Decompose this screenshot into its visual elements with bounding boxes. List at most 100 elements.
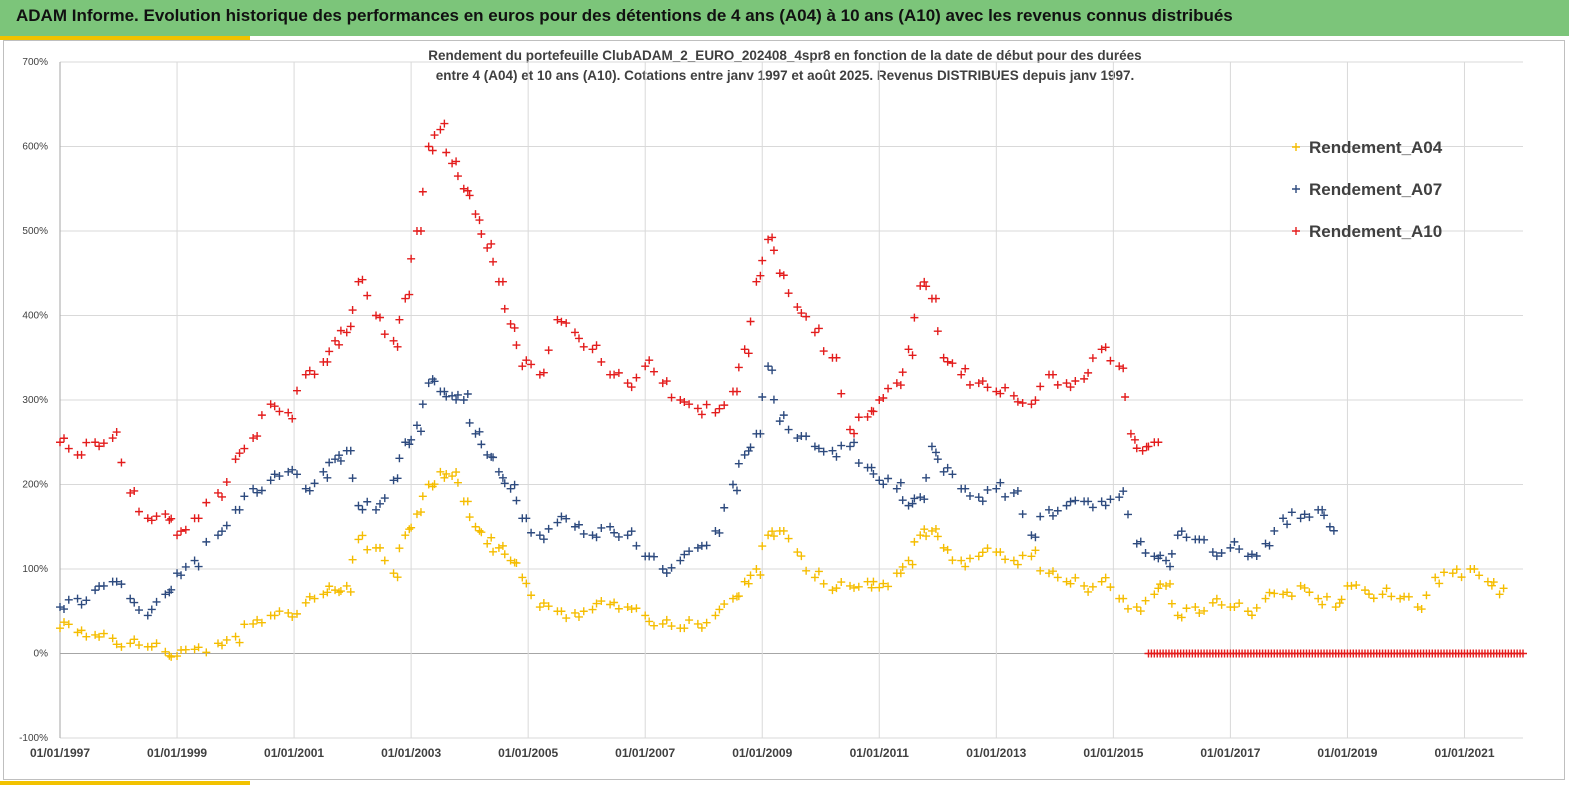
data-point [222, 635, 231, 644]
y-tick-label: 700% [22, 57, 48, 68]
data-point [535, 531, 544, 540]
x-tick-label: 01/01/2005 [498, 746, 558, 760]
data-point [539, 599, 548, 608]
data-point [939, 467, 948, 476]
data-point [610, 598, 619, 607]
data-point [143, 514, 152, 523]
data-point [407, 523, 416, 532]
x-tick-label: 01/01/2011 [850, 746, 910, 760]
data-point [1378, 590, 1387, 599]
data-point [892, 379, 901, 388]
data-point [1013, 397, 1022, 406]
data-point [1475, 571, 1484, 580]
data-point [412, 421, 421, 430]
data-point [1322, 592, 1331, 601]
data-point [335, 451, 344, 460]
data-point [73, 594, 82, 603]
x-tick-label: 01/01/2017 [1200, 746, 1260, 760]
data-point [1487, 581, 1496, 590]
data-point [416, 427, 425, 436]
data-point [1489, 578, 1498, 587]
data-point [943, 545, 952, 554]
data-point [135, 641, 144, 650]
data-point [570, 328, 579, 337]
data-point [1318, 505, 1327, 514]
data-point [152, 512, 161, 521]
x-tick-label: 01/01/2007 [615, 746, 675, 760]
x-tick-label: 01/01/1997 [30, 746, 90, 760]
data-point [758, 256, 767, 265]
data-point [1173, 611, 1182, 620]
data-point [769, 246, 778, 255]
data-point [623, 603, 632, 612]
data-point [557, 512, 566, 521]
data-point [167, 514, 176, 523]
data-point [1123, 510, 1132, 519]
data-point [992, 484, 1001, 493]
data-point [649, 552, 658, 561]
data-point [117, 458, 126, 467]
data-point [152, 597, 161, 606]
data-point [1270, 526, 1279, 535]
data-point [734, 459, 743, 468]
data-point [323, 357, 332, 366]
data-point [527, 591, 536, 600]
data-point [1031, 396, 1040, 405]
data-point [850, 438, 859, 447]
data-point [348, 306, 357, 315]
data-point [336, 456, 345, 465]
data-point [1119, 594, 1128, 603]
data-point [1318, 600, 1327, 609]
data-point [1195, 609, 1204, 618]
data-point [99, 629, 108, 638]
data-point [401, 294, 410, 303]
data-point [904, 556, 913, 565]
data-point [91, 630, 100, 639]
data-point [305, 486, 314, 495]
data-point [389, 476, 398, 485]
data-point [837, 389, 846, 398]
data-point [56, 603, 64, 612]
data-point [978, 548, 987, 557]
data-point [489, 547, 498, 556]
data-point [64, 620, 73, 629]
data-point [194, 643, 203, 652]
data-point [720, 600, 729, 609]
data-point [734, 363, 743, 372]
data-point [920, 277, 929, 286]
data-point [301, 484, 310, 493]
data-point [1352, 581, 1361, 590]
data-point [77, 450, 86, 459]
data-point [1347, 581, 1356, 590]
data-point [1270, 589, 1279, 598]
data-point [1084, 587, 1093, 596]
data-point [943, 463, 952, 472]
data-point [452, 468, 461, 477]
data-point [931, 448, 940, 457]
data-point [592, 599, 601, 608]
data-point [814, 324, 823, 333]
data-point [1217, 548, 1226, 557]
data-point [1156, 551, 1165, 560]
data-point [649, 367, 658, 376]
data-point [764, 235, 773, 244]
data-point [1044, 569, 1053, 578]
data-point [879, 394, 888, 402]
data-point [416, 227, 425, 235]
data-point [898, 562, 907, 571]
data-point [948, 556, 957, 565]
data-point [380, 494, 389, 503]
data-point [1283, 520, 1292, 529]
data-point [418, 400, 427, 409]
data-point [202, 648, 211, 657]
data-point [77, 600, 86, 609]
data-point [512, 559, 521, 567]
data-point [416, 508, 425, 517]
data-point [1115, 493, 1124, 502]
data-point [784, 534, 793, 543]
data-point [961, 562, 970, 571]
data-point [676, 396, 685, 404]
data-point [896, 478, 905, 487]
data-point [658, 379, 667, 388]
data-point [301, 598, 310, 607]
